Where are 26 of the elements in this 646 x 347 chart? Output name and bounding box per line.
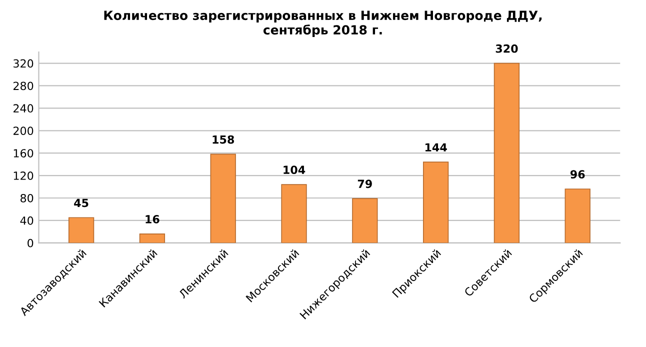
bar [68,217,94,243]
y-tick-label: 320 [14,59,34,68]
y-tick-label: 0 [28,238,34,248]
y-tick-label: 200 [14,126,34,136]
chart-title: Количество зарегистрированных в Нижнем Новгороде ДДУ, сентябрь 2018 г. [104,10,542,37]
bar [564,188,590,243]
y-tick-label: 160 [14,149,34,158]
y-tick-label: 120 [14,172,34,180]
data-label: 79 [358,180,372,188]
data-label: 96 [570,170,585,179]
data-label: 45 [74,198,88,208]
bar [352,198,378,243]
data-label: 320 [496,44,518,53]
y-tick-label: 80 [20,194,34,202]
y-tick-label: 240 [14,104,34,113]
y-tick-label: 40 [20,216,34,225]
bar [210,154,236,243]
bar [281,184,307,243]
bar [494,62,520,243]
data-label: 144 [425,143,447,152]
y-tick-label: 280 [14,82,34,90]
data-label: 158 [212,135,234,144]
bar [139,234,166,243]
data-label: 16 [146,215,160,224]
data-label: 104 [284,166,306,174]
bar [422,162,449,243]
